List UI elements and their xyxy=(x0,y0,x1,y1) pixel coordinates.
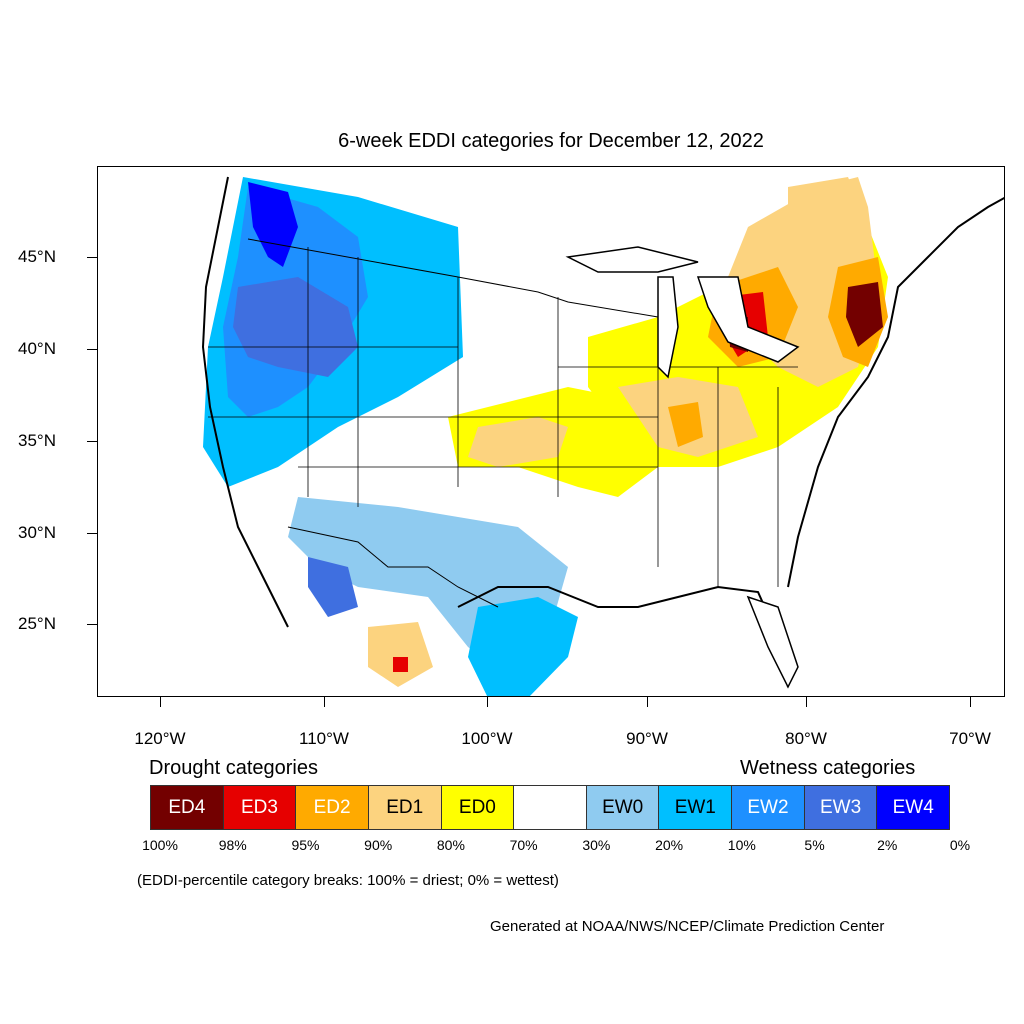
breaks-note: (EDDI-percentile category breaks: 100% =… xyxy=(137,872,559,889)
region-ed3-mexico xyxy=(393,657,408,672)
lat-label-25: 25°N xyxy=(18,614,56,633)
region-ew3-great-basin xyxy=(233,277,358,377)
legend-break-label: 0% xyxy=(949,837,971,853)
map-panel xyxy=(97,166,1005,697)
legend-break-label: 70% xyxy=(509,837,538,853)
region-ed4-new-england xyxy=(846,282,883,347)
lon-label-100: 100°W xyxy=(461,729,513,748)
legend-color-bar: ED4 ED3 ED2 ED1 ED0 EW0 EW1 EW2 EW3 EW4 xyxy=(150,785,950,830)
lat-label-35: 35°N xyxy=(18,431,56,450)
eddi-map xyxy=(201,176,1004,696)
lake-michigan xyxy=(657,276,679,379)
credit-line: Generated at NOAA/NWS/NCEP/Climate Predi… xyxy=(490,918,885,935)
legend-break-label: 90% xyxy=(364,837,393,853)
legend-break-label: 30% xyxy=(582,837,611,853)
lat-label-45: 45°N xyxy=(18,247,56,266)
legend-box-ew2: EW2 xyxy=(732,786,805,829)
legend-break-label: 80% xyxy=(436,837,465,853)
legend-box-ew3: EW3 xyxy=(804,786,878,829)
drought-heading: Drought categories xyxy=(149,757,318,779)
legend-box-ew4: EW4 xyxy=(877,786,950,829)
legend-box-ed1: ED1 xyxy=(368,786,442,829)
lon-tick xyxy=(806,697,807,707)
legend-break-label: 2% xyxy=(877,837,898,853)
legend-box-ed0: ED0 xyxy=(441,786,515,829)
lon-tick xyxy=(970,697,971,707)
lat-label-30: 30°N xyxy=(18,523,56,542)
wetness-heading: Wetness categories xyxy=(740,757,916,779)
map-title: 6-week EDDI categories for December 12, … xyxy=(338,130,764,152)
legend-break-label: 5% xyxy=(804,837,825,853)
legend-break-label: 100% xyxy=(142,837,178,853)
region-ew3-mexico xyxy=(308,557,358,617)
border-us-mexico xyxy=(287,526,499,608)
region-ed2-ohio xyxy=(668,402,703,447)
lon-label-110: 110°W xyxy=(299,729,349,748)
lon-tick xyxy=(160,697,161,707)
legend-break-label: 20% xyxy=(655,837,684,853)
border-us-canada xyxy=(247,238,659,318)
lat-label-40: 40°N xyxy=(18,339,56,358)
coastline-east xyxy=(787,196,1004,588)
lat-tick xyxy=(87,349,97,350)
region-ed1-quebec-north xyxy=(788,177,858,222)
legend-box-ed3: ED3 xyxy=(223,786,297,829)
lon-tick xyxy=(487,697,488,707)
lat-tick xyxy=(87,257,97,258)
lat-tick xyxy=(87,624,97,625)
state-lines xyxy=(208,247,798,587)
lon-tick xyxy=(324,697,325,707)
region-ed2-mexico xyxy=(368,622,433,687)
lon-label-70: 70°W xyxy=(949,729,991,748)
lon-label-120: 120°W xyxy=(134,729,186,748)
florida xyxy=(746,595,799,689)
coastline-west xyxy=(201,176,289,628)
lat-tick xyxy=(87,533,97,534)
lon-label-80: 80°W xyxy=(785,729,827,748)
lat-tick xyxy=(87,441,97,442)
legend-box-ew0: EW0 xyxy=(586,786,660,829)
lake-superior xyxy=(565,246,699,273)
lon-tick xyxy=(647,697,648,707)
region-ed1-kansas xyxy=(468,417,568,467)
lake-huron-erie xyxy=(696,276,800,363)
legend-break-label: 95% xyxy=(291,837,320,853)
region-ew1-texas-coast xyxy=(468,597,578,696)
legend-box-neutral xyxy=(514,786,587,829)
lon-label-90: 90°W xyxy=(626,729,668,748)
legend-box-ed4: ED4 xyxy=(151,786,224,829)
legend-box-ed2: ED2 xyxy=(296,786,369,829)
legend-break-label: 10% xyxy=(727,837,756,853)
legend-break-label: 98% xyxy=(218,837,247,853)
legend-box-ew1: EW1 xyxy=(659,786,733,829)
